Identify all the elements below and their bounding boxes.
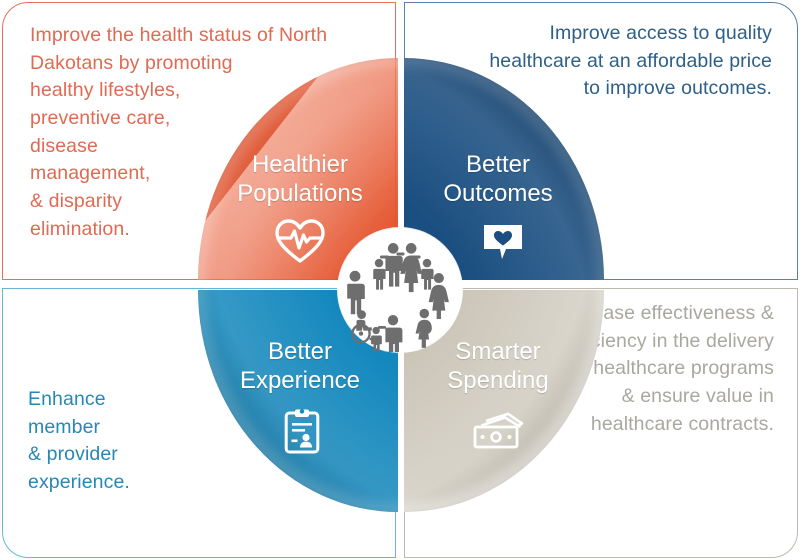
people-group-icon <box>338 228 462 352</box>
description-better-experience: Enhance member & provider experience. <box>28 388 130 494</box>
center-people-circle <box>338 228 462 352</box>
description-better-outcomes: Improve access to quality healthcare at … <box>489 22 772 100</box>
description-healthier-populations: Improve the health status of North Dakot… <box>30 24 328 240</box>
